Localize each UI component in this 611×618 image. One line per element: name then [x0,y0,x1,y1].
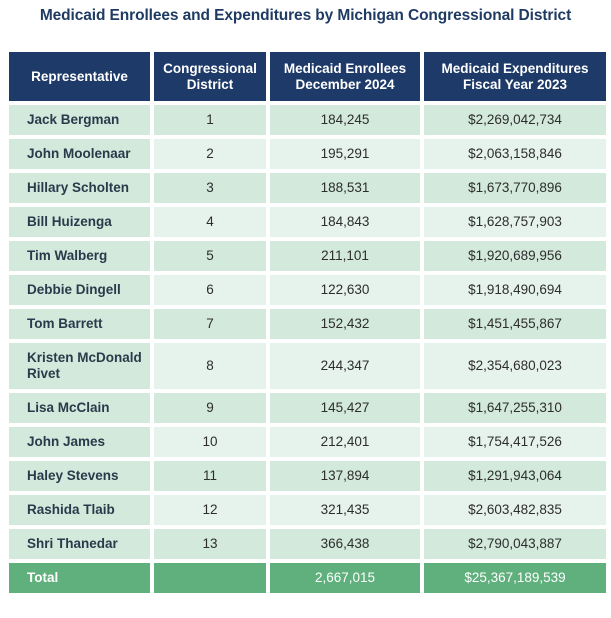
table-row: Tom Barrett 7 152,432 $1,451,455,867 [9,309,606,339]
representative-cell: Haley Stevens [9,461,150,491]
representative-cell: Tim Walberg [9,241,150,271]
page-title: Medicaid Enrollees and Expenditures by M… [39,7,572,24]
total-district-cell [154,563,266,593]
header-district: Congressional District [154,52,266,101]
enrollees-cell: 188,531 [270,173,420,203]
expenditures-cell: $2,269,042,734 [424,105,606,135]
header-row: Representative Congressional District Me… [9,52,606,101]
expenditures-cell: $1,918,490,694 [424,275,606,305]
district-cell: 8 [154,343,266,389]
table-row: Haley Stevens 11 137,894 $1,291,943,064 [9,461,606,491]
district-cell: 6 [154,275,266,305]
table-row: Tim Walberg 5 211,101 $1,920,689,956 [9,241,606,271]
total-label-cell: Total [9,563,150,593]
expenditures-cell: $1,628,757,903 [424,207,606,237]
district-cell: 5 [154,241,266,271]
district-cell: 3 [154,173,266,203]
district-cell: 11 [154,461,266,491]
expenditures-cell: $2,354,680,023 [424,343,606,389]
expenditures-cell: $1,673,770,896 [424,173,606,203]
enrollees-cell: 152,432 [270,309,420,339]
district-cell: 2 [154,139,266,169]
district-cell: 10 [154,427,266,457]
table-row: Hillary Scholten 3 188,531 $1,673,770,896 [9,173,606,203]
enrollees-cell: 137,894 [270,461,420,491]
total-expenditures-cell: $25,367,189,539 [424,563,606,593]
representative-cell: Shri Thanedar [9,529,150,559]
district-cell: 1 [154,105,266,135]
total-enrollees-cell: 2,667,015 [270,563,420,593]
expenditures-cell: $2,603,482,835 [424,495,606,525]
table-row: Jack Bergman 1 184,245 $2,269,042,734 [9,105,606,135]
representative-cell: Tom Barrett [9,309,150,339]
expenditures-cell: $1,920,689,956 [424,241,606,271]
header-expenditures: Medicaid Expenditures Fiscal Year 2023 [424,52,606,101]
table-row: Rashida Tlaib 12 321,435 $2,603,482,835 [9,495,606,525]
enrollees-cell: 366,438 [270,529,420,559]
table-row: Bill Huizenga 4 184,843 $1,628,757,903 [9,207,606,237]
enrollees-cell: 184,245 [270,105,420,135]
table-row: Kristen McDonald Rivet 8 244,347 $2,354,680… [9,343,606,389]
header-representative: Representative [9,52,150,101]
enrollees-cell: 212,401 [270,427,420,457]
district-cell: 12 [154,495,266,525]
enrollees-cell: 321,435 [270,495,420,525]
representative-cell: Rashida Tlaib [9,495,150,525]
header-enrollees: Medicaid Enrollees December 2024 [270,52,420,101]
enrollees-cell: 122,630 [270,275,420,305]
table-body: Jack Bergman 1 184,245 $2,269,042,734 John M… [9,105,606,593]
expenditures-cell: $2,790,043,887 [424,529,606,559]
expenditures-cell: $1,291,943,064 [424,461,606,491]
table-row: John Moolenaar 2 195,291 $2,063,158,846 [9,139,606,169]
representative-cell: Jack Bergman [9,105,150,135]
representative-cell: Kristen McDonald Rivet [9,343,150,389]
enrollees-cell: 184,843 [270,207,420,237]
representative-cell: John Moolenaar [9,139,150,169]
enrollees-cell: 244,347 [270,343,420,389]
total-row: Total 2,667,015 $25,367,189,539 [9,563,606,593]
enrollees-cell: 145,427 [270,393,420,423]
table-row: Shri Thanedar 13 366,438 $2,790,043,887 [9,529,606,559]
representative-cell: Hillary Scholten [9,173,150,203]
enrollees-cell: 195,291 [270,139,420,169]
table-row: John James 10 212,401 $1,754,417,526 [9,427,606,457]
representative-cell: Lisa McClain [9,393,150,423]
expenditures-cell: $1,647,255,310 [424,393,606,423]
enrollees-cell: 211,101 [270,241,420,271]
expenditures-cell: $1,451,455,867 [424,309,606,339]
expenditures-cell: $1,754,417,526 [424,427,606,457]
medicaid-table: Representative Congressional District Me… [5,48,610,597]
table-row: Debbie Dingell 6 122,630 $1,918,490,694 [9,275,606,305]
district-cell: 13 [154,529,266,559]
expenditures-cell: $2,063,158,846 [424,139,606,169]
district-cell: 9 [154,393,266,423]
representative-cell: John James [9,427,150,457]
representative-cell: Bill Huizenga [9,207,150,237]
district-cell: 7 [154,309,266,339]
representative-cell: Debbie Dingell [9,275,150,305]
district-cell: 4 [154,207,266,237]
table-row: Lisa McClain 9 145,427 $1,647,255,310 [9,393,606,423]
